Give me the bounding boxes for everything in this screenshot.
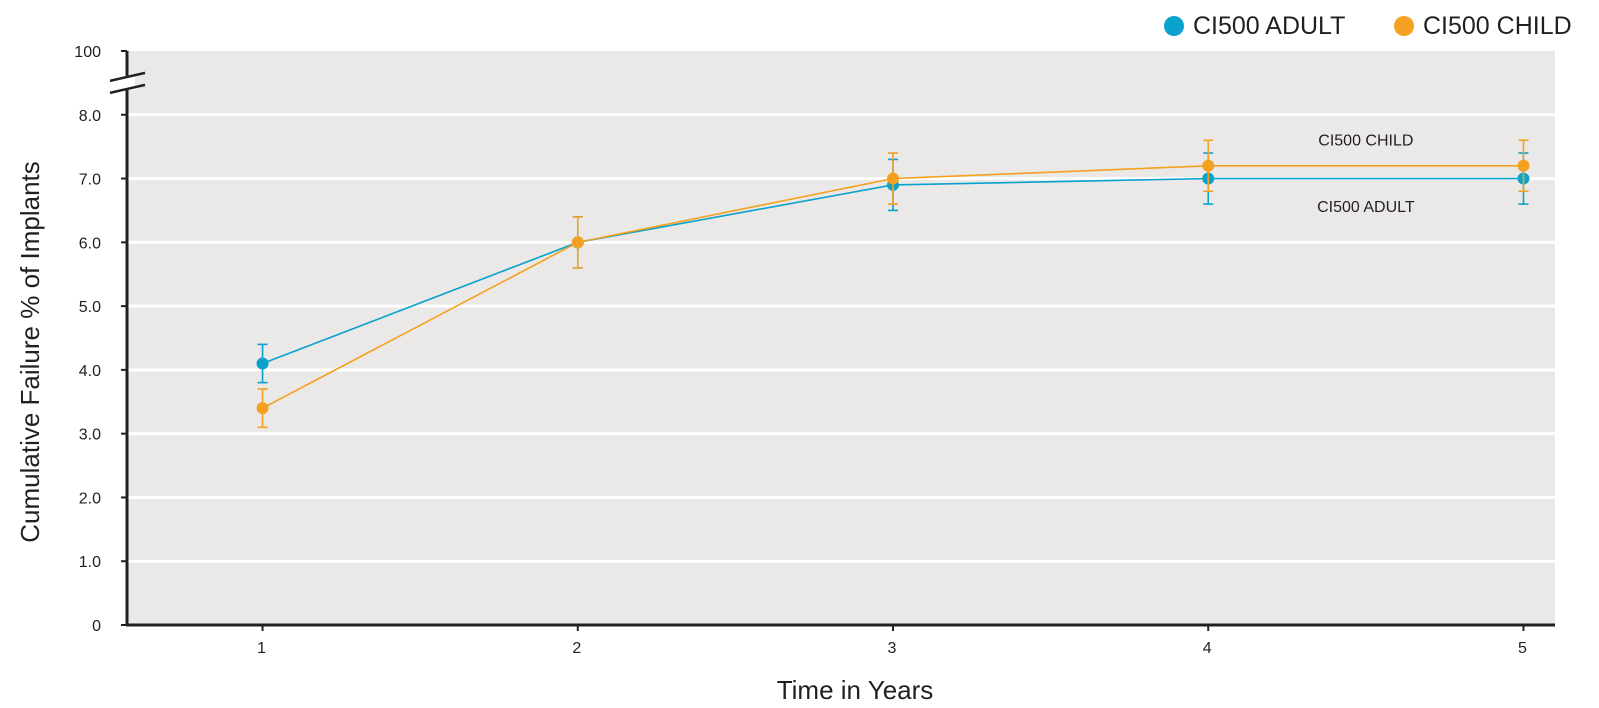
axis-break-mark-lower bbox=[109, 83, 146, 95]
series-1-point-0 bbox=[256, 402, 269, 415]
plot-background bbox=[127, 51, 1555, 625]
annotation-child: CI500 CHILD bbox=[1318, 132, 1413, 149]
legend-label-adult: CI500 ADULT bbox=[1193, 12, 1345, 40]
series-0-point-0 bbox=[256, 357, 269, 370]
y-tick-label-2: 2.0 bbox=[79, 490, 101, 507]
x-axis-ticks: 1 2 3 4 5 bbox=[257, 625, 1527, 657]
axis-break-gap bbox=[119, 75, 135, 90]
x-axis-title: Time in Years bbox=[777, 675, 934, 705]
y-tick-label-9: 100 bbox=[74, 44, 101, 61]
y-tick-label-5: 5.0 bbox=[79, 299, 101, 316]
y-axis-title: Cumulative Failure % of Implants bbox=[15, 161, 45, 542]
series-1-point-1 bbox=[571, 236, 584, 249]
series-1-point-2 bbox=[887, 172, 900, 185]
legend-marker-child bbox=[1394, 16, 1414, 36]
y-axis-ticks: 0 1.0 2.0 3.0 4.0 5.0 6.0 7.0 8.0 100 bbox=[74, 44, 127, 635]
axes bbox=[109, 51, 1555, 627]
legend: CI500 ADULT CI500 CHILD bbox=[1164, 12, 1572, 40]
x-tick-label-4: 5 bbox=[1518, 640, 1527, 657]
x-tick-label-3: 4 bbox=[1203, 640, 1212, 657]
y-tick-label-6: 6.0 bbox=[79, 235, 101, 252]
y-tick-label-4: 4.0 bbox=[79, 363, 101, 380]
y-tick-label-8: 8.0 bbox=[79, 108, 101, 125]
y-tick-label-0: 0 bbox=[92, 618, 101, 635]
series-annotations: CI500 CHILD CI500 ADULT bbox=[1317, 132, 1415, 216]
y-tick-label-1: 1.0 bbox=[79, 554, 101, 571]
series-1-point-3 bbox=[1202, 159, 1215, 172]
x-tick-label-0: 1 bbox=[257, 640, 266, 657]
legend-label-child: CI500 CHILD bbox=[1423, 12, 1572, 40]
series-1-point-4 bbox=[1517, 159, 1530, 172]
data-series bbox=[256, 139, 1530, 429]
x-tick-label-2: 3 bbox=[888, 640, 897, 657]
axis-break-mark-upper bbox=[109, 71, 146, 83]
y-tick-label-7: 7.0 bbox=[79, 172, 101, 189]
y-tick-label-3: 3.0 bbox=[79, 427, 101, 444]
annotation-adult: CI500 ADULT bbox=[1317, 199, 1415, 216]
legend-marker-adult bbox=[1164, 16, 1184, 36]
x-tick-label-1: 2 bbox=[572, 640, 581, 657]
series-1 bbox=[256, 139, 1530, 429]
